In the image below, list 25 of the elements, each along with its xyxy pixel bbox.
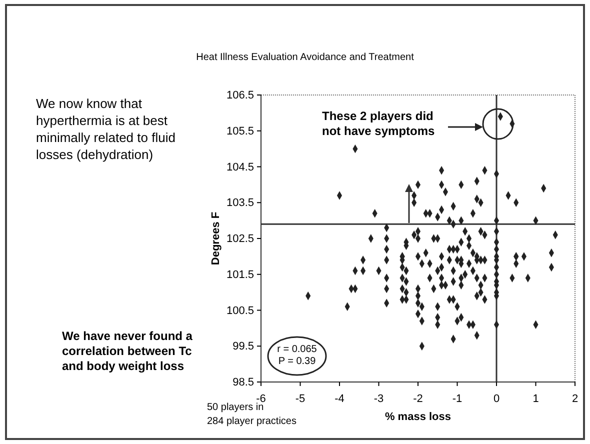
y-tick-label: 106.5 (226, 90, 254, 102)
x-tick-label: 1 (532, 393, 539, 406)
y-tick-label: 103.5 (226, 197, 254, 210)
y-tick-label: 102.5 (226, 233, 254, 246)
y-tick-label: 101.5 (226, 268, 254, 281)
text: We now know that hyperthermia is at best minimally related to fluid losses (dehydration) (36, 96, 176, 162)
x-tick-label: -2 (413, 393, 423, 406)
y-tick-label: 105.5 (226, 125, 254, 138)
y-axis-title: Degrees F (210, 212, 222, 266)
x-tick-label: 2 (572, 393, 578, 406)
annotation: r = 0.065 (277, 344, 318, 355)
x-tick-label: -3 (374, 393, 384, 406)
chart-title: Heat Illness Evaluation Avoidance and Treatment (196, 52, 414, 63)
x-tick-label: -1 (452, 393, 462, 406)
text: We have never found a correlation between Tc and body weight loss (62, 329, 193, 373)
y-tick-label: 104.5 (226, 161, 254, 174)
y-tick-label: 100.5 (226, 304, 254, 317)
annotation: P = 0.39 (278, 356, 316, 367)
y-tick-label: 99.5 (232, 340, 254, 353)
x-tick-label: 0 (493, 393, 500, 406)
x-tick-label: -5 (295, 393, 306, 406)
annotation: These 2 players did not have symptoms (322, 109, 436, 138)
x-axis-title: % mass loss (384, 411, 452, 423)
x-tick-label: -4 (334, 393, 344, 406)
y-tick-label: 98.5 (232, 376, 254, 389)
